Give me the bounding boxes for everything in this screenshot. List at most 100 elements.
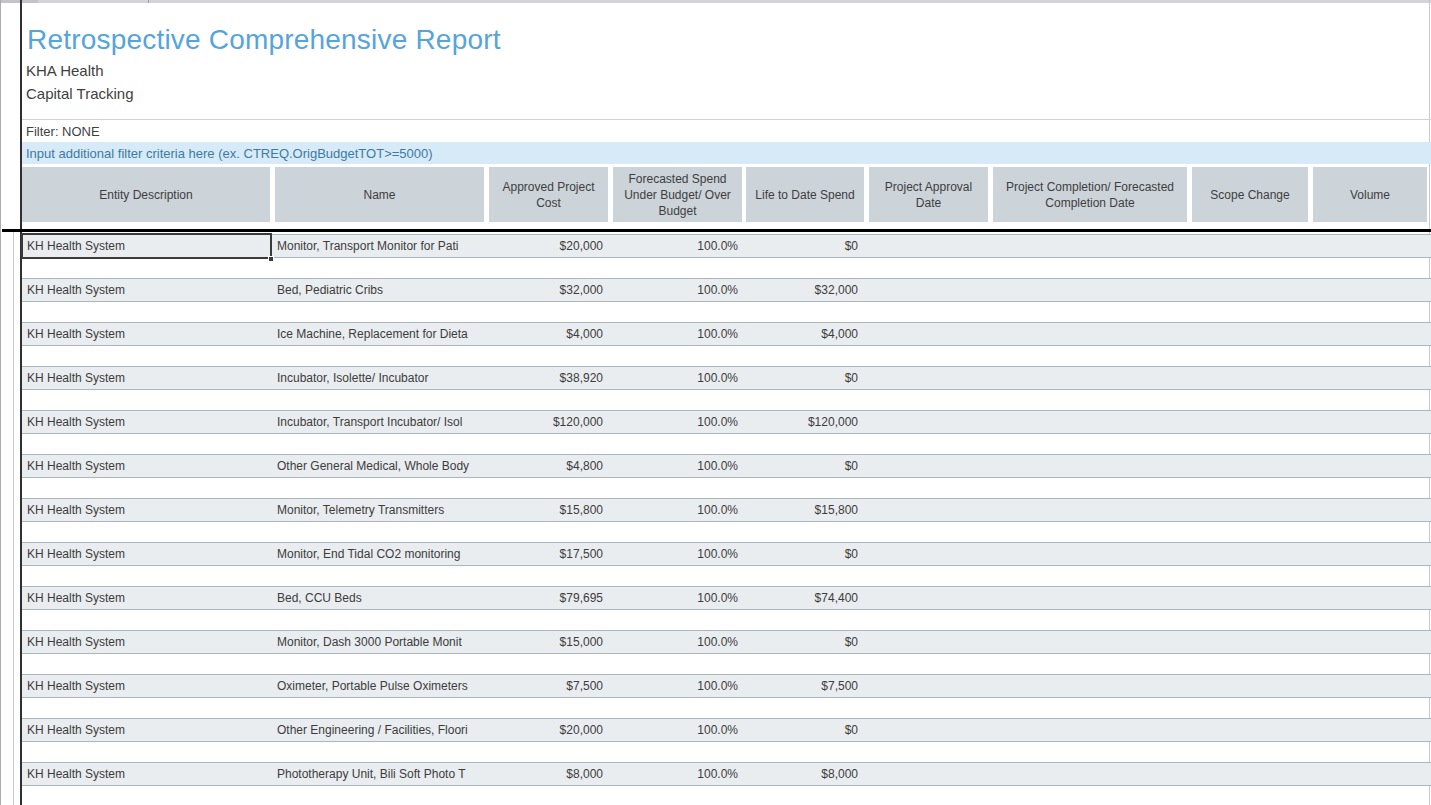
cell-forecasted-spend-pct[interactable]: 100.0% [613, 367, 742, 389]
cell-approved-project-cost[interactable]: $32,000 [489, 279, 608, 301]
filter-criteria-hint: Input additional filter criteria here (e… [26, 146, 433, 161]
cell-entity-description[interactable]: KH Health System [24, 235, 272, 257]
window-left-border [0, 0, 1, 805]
cell-life-to-date-spend[interactable]: $0 [746, 235, 864, 257]
page-title: Retrospective Comprehensive Report [27, 24, 501, 56]
table-row[interactable]: KH Health System Other Engineering / Fac… [22, 718, 1431, 742]
cell-entity-description[interactable]: KH Health System [24, 279, 272, 301]
cell-entity-description[interactable]: KH Health System [24, 587, 272, 609]
column-header-entity-description[interactable]: Entity Description [22, 167, 270, 222]
row-gutter-line [13, 231, 14, 805]
cell-name[interactable]: Monitor, Telemetry Transmitters [275, 499, 485, 521]
cell-name[interactable]: Ice Machine, Replacement for Dieta [275, 323, 485, 345]
cell-entity-description[interactable]: KH Health System [24, 543, 272, 565]
report-viewport: Retrospective Comprehensive Report KHA H… [0, 0, 1431, 805]
table-row[interactable]: KH Health System Phototherapy Unit, Bili… [22, 762, 1431, 786]
cell-life-to-date-spend[interactable]: $32,000 [746, 279, 864, 301]
column-header-forecasted-spend[interactable]: Forecasted Spend Under Budget/ Over Budg… [613, 167, 742, 222]
cell-life-to-date-spend[interactable]: $4,000 [746, 323, 864, 345]
filter-criteria-input[interactable]: Input additional filter criteria here (e… [22, 142, 1431, 164]
filter-status: Filter: NONE [26, 124, 100, 139]
table-row[interactable]: KH Health System Incubator, Isolette/ In… [22, 366, 1431, 390]
cell-forecasted-spend-pct[interactable]: 100.0% [613, 411, 742, 433]
column-header-life-to-date-spend[interactable]: Life to Date Spend [746, 167, 864, 222]
table-row[interactable]: KH Health System Monitor, Dash 3000 Port… [22, 630, 1431, 654]
cell-forecasted-spend-pct[interactable]: 100.0% [613, 499, 742, 521]
cell-life-to-date-spend[interactable]: $0 [746, 719, 864, 741]
column-header-scope-change[interactable]: Scope Change [1192, 167, 1308, 222]
cell-name[interactable]: Incubator, Isolette/ Incubator [275, 367, 485, 389]
cell-forecasted-spend-pct[interactable]: 100.0% [613, 279, 742, 301]
cell-name[interactable]: Monitor, Dash 3000 Portable Monit [275, 631, 485, 653]
cell-forecasted-spend-pct[interactable]: 100.0% [613, 763, 742, 785]
cell-name[interactable]: Phototherapy Unit, Bili Soft Photo T [275, 763, 485, 785]
cell-entity-description[interactable]: KH Health System [24, 675, 272, 697]
table-row[interactable]: KH Health System Ice Machine, Replacemen… [22, 322, 1431, 346]
cell-name[interactable]: Monitor, Transport Monitor for Pati [275, 235, 485, 257]
cell-entity-description[interactable]: KH Health System [24, 455, 272, 477]
cell-life-to-date-spend[interactable]: $74,400 [746, 587, 864, 609]
cell-approved-project-cost[interactable]: $4,000 [489, 323, 608, 345]
fill-handle[interactable] [268, 256, 274, 262]
table-row[interactable]: KH Health System Monitor, Transport Moni… [22, 234, 1431, 258]
cell-approved-project-cost[interactable]: $15,800 [489, 499, 608, 521]
cell-life-to-date-spend[interactable]: $15,800 [746, 499, 864, 521]
cell-name[interactable]: Other Engineering / Facilities, Floori [275, 719, 485, 741]
cell-life-to-date-spend[interactable]: $120,000 [746, 411, 864, 433]
cell-entity-description[interactable]: KH Health System [24, 499, 272, 521]
window-top-edge [0, 0, 1431, 3]
cell-approved-project-cost[interactable]: $20,000 [489, 235, 608, 257]
column-header-name[interactable]: Name [275, 167, 484, 222]
cell-approved-project-cost[interactable]: $38,920 [489, 367, 608, 389]
column-header-volume[interactable]: Volume [1313, 167, 1427, 222]
cell-forecasted-spend-pct[interactable]: 100.0% [613, 235, 742, 257]
cell-life-to-date-spend[interactable]: $0 [746, 367, 864, 389]
cell-name[interactable]: Oximeter, Portable Pulse Oximeters [275, 675, 485, 697]
table-row[interactable]: KH Health System Monitor, End Tidal CO2 … [22, 542, 1431, 566]
cell-life-to-date-spend[interactable]: $0 [746, 631, 864, 653]
cell-approved-project-cost[interactable]: $8,000 [489, 763, 608, 785]
cell-forecasted-spend-pct[interactable]: 100.0% [613, 587, 742, 609]
cell-name[interactable]: Bed, CCU Beds [275, 587, 485, 609]
table-row[interactable]: KH Health System Oximeter, Portable Puls… [22, 674, 1431, 698]
table-row[interactable]: KH Health System Other General Medical, … [22, 454, 1431, 478]
table-row[interactable]: KH Health System Bed, CCU Beds $79,695 1… [22, 586, 1431, 610]
cell-entity-description[interactable]: KH Health System [24, 323, 272, 345]
cell-approved-project-cost[interactable]: $17,500 [489, 543, 608, 565]
column-header-approved-project-cost[interactable]: Approved Project Cost [489, 167, 608, 222]
cell-entity-description[interactable]: KH Health System [24, 763, 272, 785]
window-top-edge-segment [0, 0, 38, 3]
cell-life-to-date-spend[interactable]: $7,500 [746, 675, 864, 697]
cell-name[interactable]: Monitor, End Tidal CO2 monitoring [275, 543, 485, 565]
column-header-project-approval-date[interactable]: Project Approval Date [869, 167, 988, 222]
table-row[interactable]: KH Health System Incubator, Transport In… [22, 410, 1431, 434]
cell-approved-project-cost[interactable]: $20,000 [489, 719, 608, 741]
cell-approved-project-cost[interactable]: $120,000 [489, 411, 608, 433]
cell-entity-description[interactable]: KH Health System [24, 411, 272, 433]
cell-life-to-date-spend[interactable]: $0 [746, 543, 864, 565]
cell-entity-description[interactable]: KH Health System [24, 631, 272, 653]
column-header-project-completion-date[interactable]: Project Completion/ Forecasted Completio… [993, 167, 1187, 222]
window-top-edge-separator [148, 0, 149, 3]
cell-name[interactable]: Other General Medical, Whole Body [275, 455, 485, 477]
cell-life-to-date-spend[interactable]: $8,000 [746, 763, 864, 785]
table-row[interactable]: KH Health System Bed, Pediatric Cribs $3… [22, 278, 1431, 302]
cell-name[interactable]: Bed, Pediatric Cribs [275, 279, 485, 301]
cell-approved-project-cost[interactable]: $15,000 [489, 631, 608, 653]
cell-approved-project-cost[interactable]: $7,500 [489, 675, 608, 697]
cell-name[interactable]: Incubator, Transport Incubator/ Isol [275, 411, 485, 433]
cell-approved-project-cost[interactable]: $79,695 [489, 587, 608, 609]
cell-forecasted-spend-pct[interactable]: 100.0% [613, 675, 742, 697]
filter-divider [22, 119, 1431, 120]
cell-forecasted-spend-pct[interactable]: 100.0% [613, 719, 742, 741]
cell-forecasted-spend-pct[interactable]: 100.0% [613, 631, 742, 653]
cell-entity-description[interactable]: KH Health System [24, 367, 272, 389]
cell-forecasted-spend-pct[interactable]: 100.0% [613, 543, 742, 565]
cell-approved-project-cost[interactable]: $4,800 [489, 455, 608, 477]
cell-forecasted-spend-pct[interactable]: 100.0% [613, 323, 742, 345]
cell-forecasted-spend-pct[interactable]: 100.0% [613, 455, 742, 477]
table-row[interactable]: KH Health System Monitor, Telemetry Tran… [22, 498, 1431, 522]
report-subtitle: Capital Tracking [26, 85, 134, 102]
cell-life-to-date-spend[interactable]: $0 [746, 455, 864, 477]
cell-entity-description[interactable]: KH Health System [24, 719, 272, 741]
